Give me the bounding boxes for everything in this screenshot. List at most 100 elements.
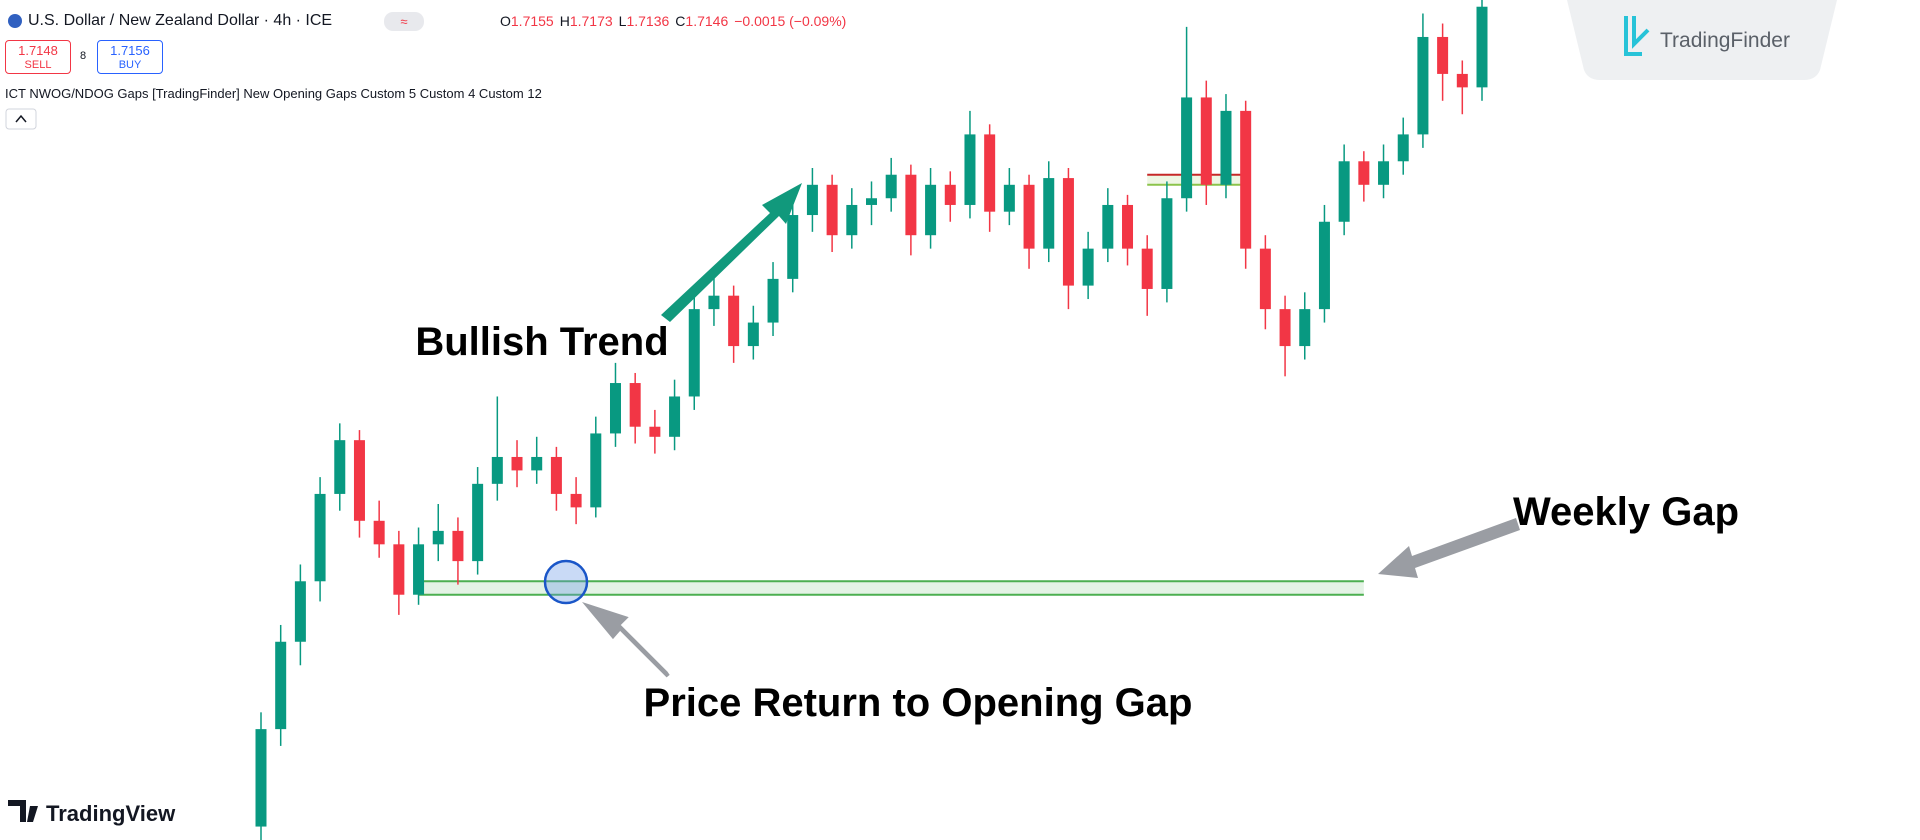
ohlc-label: L bbox=[618, 13, 627, 29]
candle-body bbox=[1259, 248, 1271, 310]
brand-icon bbox=[1624, 16, 1650, 56]
candle-body bbox=[866, 198, 877, 205]
candle-body bbox=[393, 544, 405, 595]
trend-arrow bbox=[661, 183, 802, 322]
collapse-icon bbox=[15, 114, 27, 123]
candle-body bbox=[747, 322, 759, 347]
plot-area bbox=[255, 0, 1488, 840]
candle-body bbox=[767, 278, 779, 323]
candle-body bbox=[314, 493, 326, 582]
ohlc-label: O bbox=[500, 13, 511, 29]
buy-price: 1.7156 bbox=[110, 43, 150, 58]
candle-body bbox=[1378, 161, 1390, 185]
candle-body bbox=[1476, 6, 1488, 88]
buy-button[interactable]: 1.7156 BUY bbox=[97, 40, 163, 74]
candle-body bbox=[885, 174, 897, 199]
ohlc-value: 1.7146 bbox=[685, 13, 729, 29]
candle-body bbox=[550, 456, 562, 494]
sell-price: 1.7148 bbox=[18, 43, 58, 58]
candle-body bbox=[1181, 97, 1193, 199]
candle-body bbox=[275, 641, 287, 730]
candle-body bbox=[373, 520, 385, 545]
ohlc-value: 1.7173 bbox=[569, 13, 613, 29]
ohlc-label: C bbox=[675, 13, 686, 29]
candle-body bbox=[1318, 221, 1330, 310]
candle-body bbox=[570, 493, 582, 508]
ohlc-legend: O1.7155 H1.7173 L1.7136 C1.7146 −0.0015 (−0.… bbox=[500, 13, 852, 29]
gap-zone bbox=[418, 581, 1364, 595]
symbol-title: U.S. Dollar / New Zealand Dollar · 4h · … bbox=[28, 12, 333, 29]
candle-body bbox=[294, 581, 306, 642]
candle-body bbox=[1023, 184, 1035, 249]
candle-body bbox=[1299, 309, 1311, 347]
toggle[interactable] bbox=[384, 12, 424, 31]
platform-logo: TradingView bbox=[46, 801, 176, 826]
candle-body bbox=[609, 383, 621, 434]
candle-body bbox=[1240, 110, 1252, 249]
price-change: −0.0015 (−0.09%) bbox=[734, 13, 847, 29]
candle-body bbox=[491, 456, 503, 484]
candle-body bbox=[846, 204, 858, 236]
ohlc-value: 1.7136 bbox=[626, 13, 670, 29]
candle-body bbox=[1417, 36, 1429, 135]
candle-body bbox=[334, 440, 346, 494]
candle-body bbox=[531, 456, 543, 471]
candle-body bbox=[590, 433, 602, 508]
candle-body bbox=[1003, 184, 1015, 212]
candle-body bbox=[1200, 97, 1212, 185]
sell-button[interactable]: 1.7148 SELL bbox=[5, 40, 71, 74]
candle-body bbox=[1437, 36, 1449, 74]
annotation: Price Return to Opening Gap bbox=[644, 681, 1193, 725]
candle-body bbox=[688, 309, 700, 397]
candle-body bbox=[1456, 73, 1468, 88]
candle-body bbox=[1338, 161, 1350, 222]
candle-body bbox=[905, 174, 917, 236]
candle-body bbox=[1220, 110, 1232, 185]
platform-icon bbox=[8, 800, 38, 822]
candle-body bbox=[826, 184, 838, 236]
candle-body bbox=[806, 184, 818, 216]
candle-body bbox=[1122, 204, 1134, 249]
gap-zone bbox=[1147, 174, 1246, 185]
candle-body bbox=[925, 184, 937, 236]
candle-body bbox=[964, 134, 976, 205]
buy-label: BUY bbox=[118, 59, 142, 71]
candle-body bbox=[728, 295, 740, 347]
candle-body bbox=[255, 729, 267, 827]
candle-body bbox=[1358, 161, 1370, 185]
annotation: Bullish Trend bbox=[415, 320, 668, 364]
candle-body bbox=[944, 184, 956, 205]
spread: 8 bbox=[80, 50, 87, 62]
candle-body bbox=[629, 383, 641, 427]
candle-body bbox=[472, 483, 484, 562]
candle-body bbox=[1102, 204, 1114, 249]
candle-body bbox=[649, 426, 661, 437]
toggle-icon: ≈ bbox=[400, 14, 407, 29]
candle-body bbox=[1062, 178, 1074, 286]
candle-body bbox=[1397, 134, 1409, 162]
candle-body bbox=[511, 456, 523, 471]
candle-body bbox=[1043, 178, 1055, 249]
symbol-flag bbox=[8, 14, 22, 28]
ohlc-label: H bbox=[559, 13, 570, 29]
brand-logo: TradingFinder bbox=[1660, 29, 1790, 52]
sell-label: SELL bbox=[24, 59, 52, 71]
candle-body bbox=[1141, 248, 1153, 289]
highlight-circle bbox=[543, 559, 589, 605]
candle-body bbox=[984, 134, 996, 212]
return-arrow bbox=[582, 601, 670, 678]
candle-body bbox=[669, 396, 681, 437]
candle-body bbox=[1082, 248, 1094, 286]
candle-body bbox=[413, 544, 425, 595]
candle-body bbox=[1161, 198, 1173, 289]
candle-body bbox=[353, 440, 365, 521]
candle-body bbox=[1279, 309, 1291, 347]
candle-body bbox=[432, 530, 444, 545]
collapse-button[interactable] bbox=[5, 108, 37, 130]
indicator-title: ICT NWOG/NDOG Gaps [TradingFinder] New O… bbox=[5, 86, 542, 101]
candle-body bbox=[708, 295, 720, 310]
annotation: Weekly Gap bbox=[1513, 490, 1739, 534]
ohlc-value: 1.7155 bbox=[510, 13, 554, 29]
